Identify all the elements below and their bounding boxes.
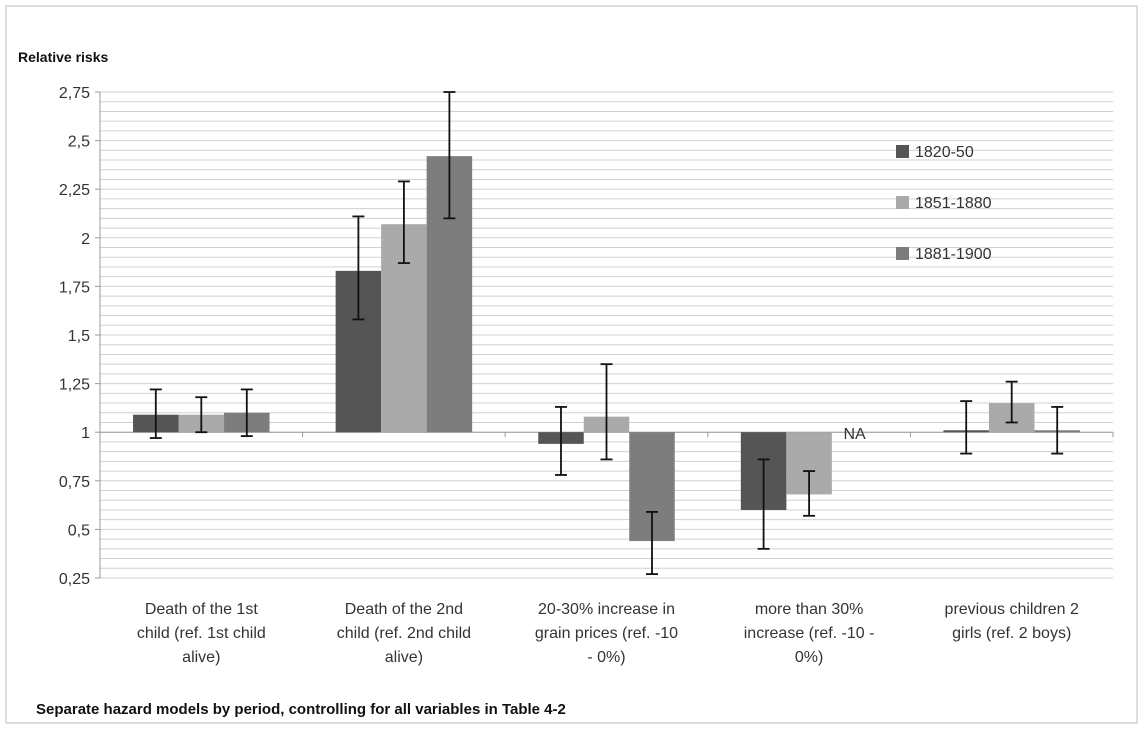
chart-caption: Separate hazard models by period, contro…: [36, 701, 566, 718]
y-tick-label: 0,75: [59, 474, 90, 491]
legend-label: 1851-1880: [915, 195, 992, 212]
legend-label: 1820-50: [915, 144, 974, 161]
legend: 1820-50 1851-1880 1881-1900: [896, 144, 992, 263]
annotations: NA: [843, 426, 866, 443]
y-tick-label: 1,75: [59, 279, 90, 296]
y-tick-label: 1,5: [68, 328, 90, 345]
x-category-label: Death of the 2nd child (ref. 2nd child ali…: [337, 601, 471, 666]
y-axis-title: Relative risks: [18, 49, 108, 65]
legend-label: 1881-1900: [915, 246, 992, 263]
error-bars: [149, 91, 1064, 576]
y-tick-label: 2,5: [68, 134, 90, 151]
y-tick-label: 2: [81, 231, 90, 248]
x-category-label: 20-30% increase in grain prices (ref. -10…: [535, 601, 678, 666]
y-tick-label: 2,25: [59, 182, 90, 199]
y-tick-labels: 0,25 0,5 0,75 1 1,25 1,5 1,75 2 2,25 2,5 2,75: [59, 85, 100, 588]
y-tick-label: 0,5: [68, 522, 90, 539]
x-category-label: more than 30% increase (ref. -10 -0%): [744, 601, 875, 666]
y-tick-label: 1: [81, 425, 90, 442]
y-tick-label: 0,25: [59, 571, 90, 588]
y-tick-label: 2,75: [59, 85, 90, 102]
x-category-labels: Death of the 1st child (ref. 1st child ali…: [137, 601, 1079, 666]
y-tick-label: 1,25: [59, 377, 90, 394]
legend-swatch: [896, 196, 909, 209]
legend-swatch: [896, 145, 909, 158]
legend-swatch: [896, 247, 909, 260]
x-category-label: Death of the 1st child (ref. 1st child ali…: [137, 601, 266, 666]
x-category-label: previous children 2 girls (ref. 2 boys): [945, 601, 1079, 642]
na-annotation: NA: [843, 426, 866, 443]
